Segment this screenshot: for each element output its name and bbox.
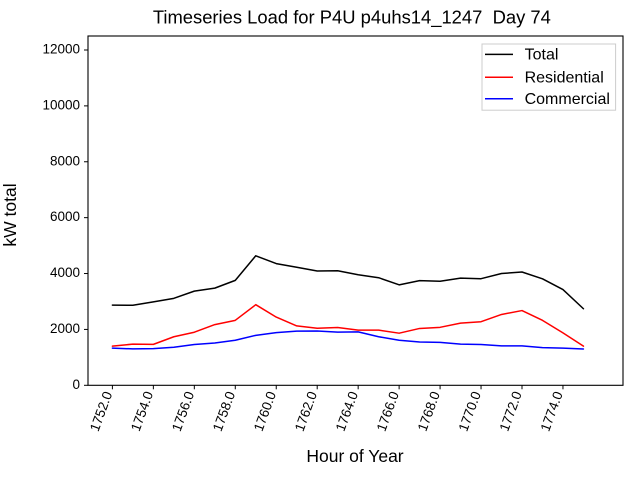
svg-text:kW total: kW total <box>0 183 20 246</box>
svg-text:Timeseries Load for P4U p4uhs1: Timeseries Load for P4U p4uhs14_1247 Day… <box>153 6 551 28</box>
svg-text:0: 0 <box>72 377 80 392</box>
svg-text:Hour of Year: Hour of Year <box>306 446 403 466</box>
svg-text:4000: 4000 <box>50 265 80 280</box>
svg-text:Residential: Residential <box>525 69 604 86</box>
svg-text:Commercial: Commercial <box>525 91 610 108</box>
svg-text:Total: Total <box>525 47 559 64</box>
svg-text:2000: 2000 <box>50 321 80 336</box>
svg-text:12000: 12000 <box>42 42 80 57</box>
svg-text:10000: 10000 <box>42 97 80 112</box>
svg-text:6000: 6000 <box>50 209 80 224</box>
svg-text:8000: 8000 <box>50 153 80 168</box>
